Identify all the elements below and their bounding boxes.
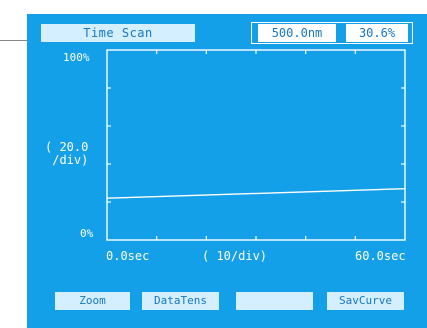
- y-axis-div-label-line1: ( 20.0: [45, 140, 89, 154]
- reading-readout: 30.6%: [346, 24, 408, 42]
- signal-trace: [106, 188, 406, 199]
- plot-frame: [106, 49, 406, 241]
- wavelength-readout: 500.0nm: [258, 24, 336, 42]
- x-axis-start-label: 0.0sec: [106, 249, 150, 263]
- axis-ticks: [107, 50, 405, 240]
- display-panel: [27, 14, 427, 328]
- top-divider-line: [0, 40, 38, 41]
- x-axis-div-label: ( 10/div): [202, 249, 268, 263]
- sav-curve-button[interactable]: SavCurve: [327, 292, 404, 310]
- mode-title: Time Scan: [41, 24, 195, 42]
- zoom-button[interactable]: Zoom: [55, 292, 130, 310]
- y-axis-div-label-line2: /div): [45, 153, 89, 167]
- readout-box: [251, 22, 413, 44]
- y-axis-top-label: 100%: [63, 51, 90, 64]
- blank-softkey-button[interactable]: [236, 292, 313, 310]
- data-tens-button[interactable]: DataTens: [142, 292, 219, 310]
- x-axis-end-label: 60.0sec: [355, 249, 406, 263]
- y-axis-bottom-label: 0%: [80, 227, 94, 240]
